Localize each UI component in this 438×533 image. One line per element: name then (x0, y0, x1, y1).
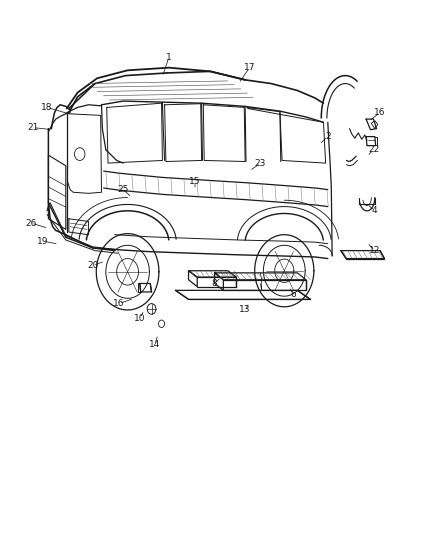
Text: 19: 19 (37, 237, 49, 246)
Text: 25: 25 (117, 185, 129, 194)
Text: 12: 12 (369, 246, 381, 255)
Text: 16: 16 (374, 108, 386, 117)
Text: 1: 1 (166, 53, 172, 62)
Text: 15: 15 (189, 177, 201, 186)
Text: 6: 6 (290, 289, 296, 298)
Text: 26: 26 (25, 219, 37, 228)
Text: 2: 2 (325, 132, 331, 141)
Text: 20: 20 (87, 261, 99, 270)
Text: 18: 18 (41, 103, 53, 112)
Text: 8: 8 (212, 279, 218, 288)
Text: 14: 14 (149, 341, 160, 350)
Text: 21: 21 (27, 123, 39, 132)
Text: 17: 17 (244, 63, 255, 72)
Text: 23: 23 (254, 159, 266, 167)
Text: 13: 13 (239, 305, 251, 314)
Text: 16: 16 (113, 299, 125, 308)
Text: 4: 4 (372, 206, 378, 215)
Text: 10: 10 (134, 314, 145, 323)
Text: 22: 22 (368, 146, 379, 155)
